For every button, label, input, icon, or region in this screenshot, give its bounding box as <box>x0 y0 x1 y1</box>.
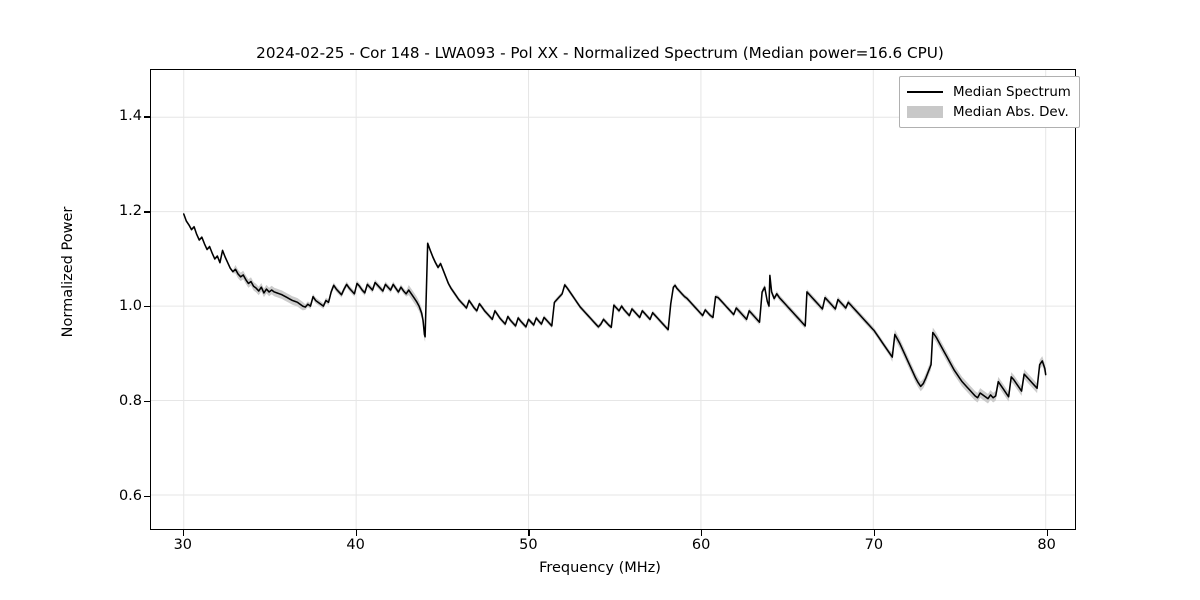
y-tick-mark <box>144 401 150 403</box>
legend-label-median-spectrum: Median Spectrum <box>953 84 1071 100</box>
y-tick-mark <box>144 306 150 308</box>
y-tick-mark <box>144 495 150 498</box>
x-tick-label: 60 <box>691 537 711 553</box>
y-axis-tick-labels: 0.6 0.8 1.0 1.2 1.4 <box>94 0 142 600</box>
legend-item-median-spectrum: Median Spectrum <box>906 82 1071 102</box>
x-tick-mark <box>528 530 530 536</box>
x-tick-mark <box>355 530 357 536</box>
spectrum-plot-svg <box>151 70 1075 529</box>
x-axis-label: Frequency (MHz) <box>539 560 661 576</box>
legend-patch-swatch-icon <box>906 104 944 120</box>
x-tick-mark <box>873 530 876 536</box>
y-tick-label: 0.8 <box>118 393 142 409</box>
x-tick-mark <box>182 530 185 536</box>
chart-legend: Median Spectrum Median Abs. Dev. <box>899 76 1080 128</box>
y-tick-label: 1.4 <box>118 108 142 125</box>
y-tick-mark <box>144 211 150 213</box>
y-axis-label: Normalized Power <box>60 206 76 338</box>
x-tick-label: 30 <box>173 537 193 553</box>
y-tick-label: 0.6 <box>118 487 142 504</box>
median-abs-dev-band <box>183 212 1046 404</box>
x-tick-mark <box>701 530 703 536</box>
y-tick-mark <box>144 116 150 118</box>
x-tick-mark <box>1046 530 1048 536</box>
x-tick-label: 70 <box>864 537 884 553</box>
y-tick-label: 1.0 <box>118 298 142 315</box>
median-spectrum-line <box>182 213 1047 400</box>
x-tick-label: 80 <box>1037 537 1056 553</box>
legend-item-median-abs-dev: Median Abs. Dev. <box>906 102 1071 122</box>
legend-line-swatch-icon <box>906 84 944 100</box>
y-tick-label: 1.2 <box>118 203 142 220</box>
chart-title: 2024-02-25 - Cor 148 - LWA093 - Pol XX -… <box>256 44 944 62</box>
legend-label-median-abs-dev: Median Abs. Dev. <box>953 104 1069 120</box>
x-tick-label: 50 <box>519 537 538 553</box>
x-tick-label: 40 <box>346 537 365 553</box>
x-axis-tick-labels: 30 40 50 60 70 80 <box>0 537 1200 561</box>
plot-area <box>150 69 1076 530</box>
